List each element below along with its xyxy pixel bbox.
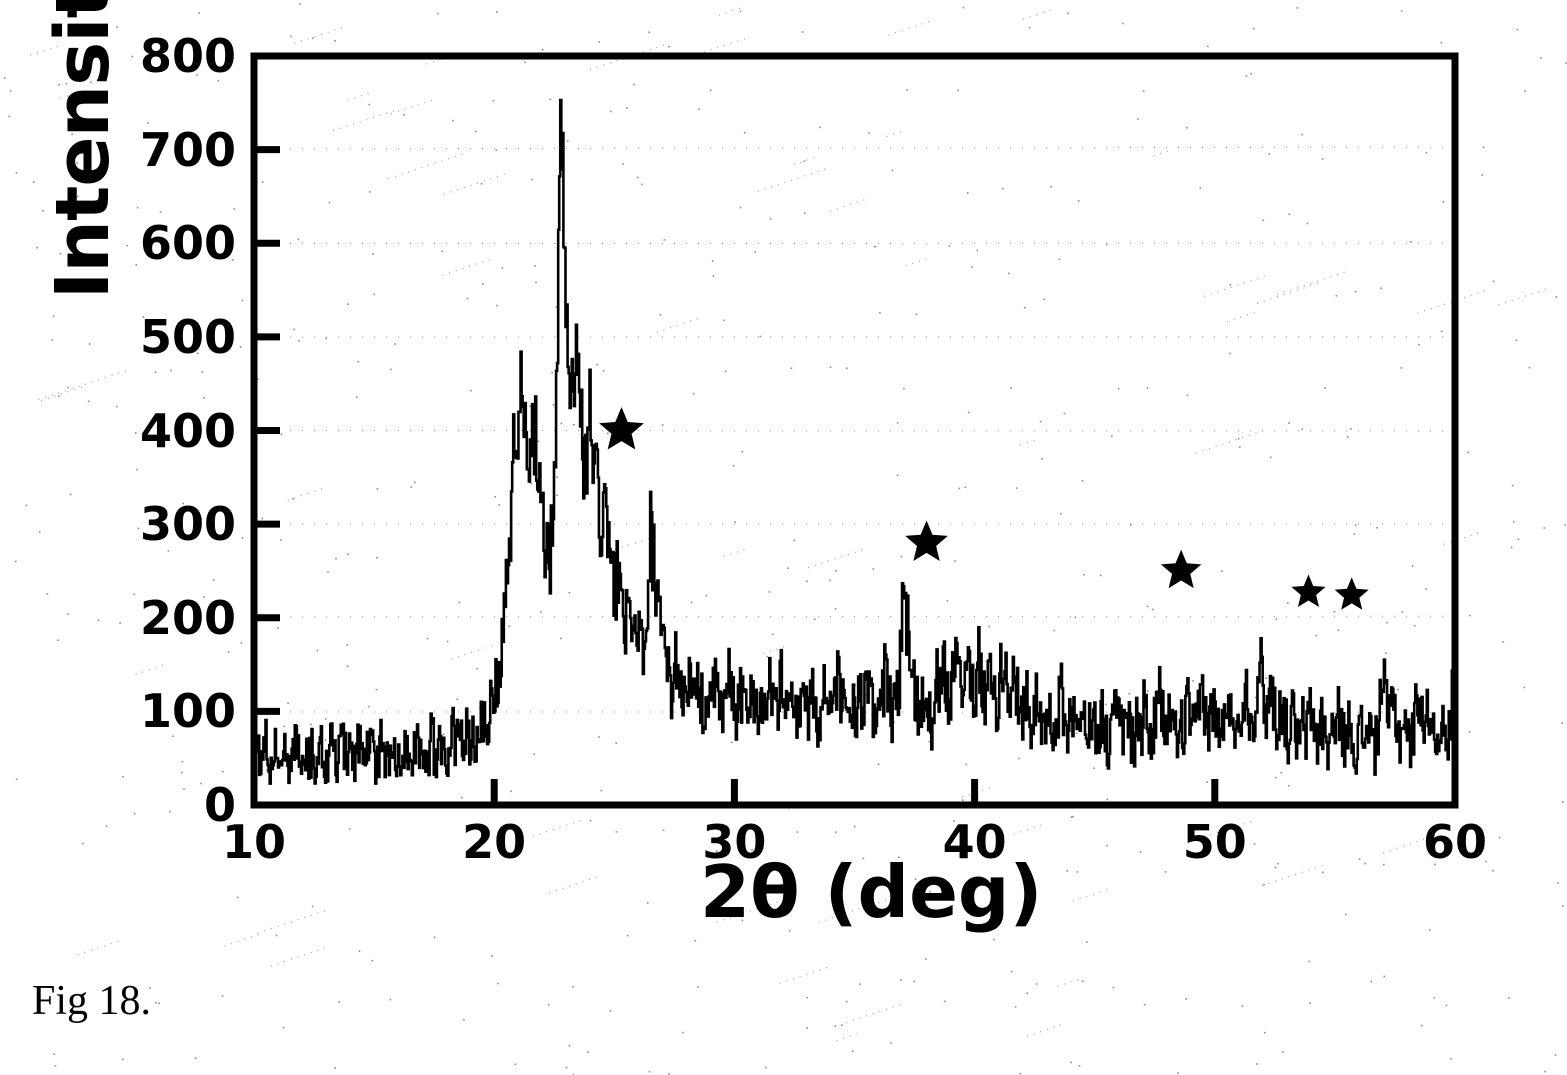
star-marker [599,407,644,450]
x-tick-label: 50 [1183,819,1247,865]
star-marker [1335,577,1369,609]
star-annotation-group [599,407,1369,610]
star-marker [1161,550,1201,588]
y-tick-label: 500 [140,314,236,360]
y-tick-label: 800 [140,33,236,79]
grid-lines [254,54,1455,712]
y-tick-label: 400 [140,408,236,454]
grid-line [254,147,1455,149]
star-marker [905,520,948,561]
grid-line [254,616,1455,617]
y-tick-label: 100 [140,688,236,734]
y-tick-label: 300 [140,501,236,547]
y-axis-title: Intensity [28,0,138,308]
x-tick-label: 10 [222,819,286,865]
y-tick-label: 700 [140,127,236,173]
x-tick-label: 40 [943,819,1007,865]
y-tick-label: 600 [140,220,236,266]
x-tick-label: 20 [462,819,526,865]
xrd-trace [254,100,1455,784]
star-marker [1291,575,1325,607]
figure-caption: Fig 18. [32,980,151,1022]
grid-line [254,524,1455,525]
x-tick-label: 30 [702,819,766,865]
x-tick-label: 60 [1423,819,1487,865]
figure-root: Intensity 2θ (deg) 010020030040050060070… [0,0,1567,1075]
y-tick-label: 200 [140,595,236,641]
